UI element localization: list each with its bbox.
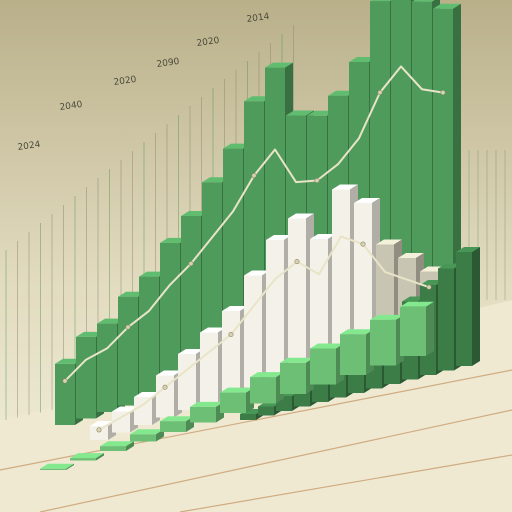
- trend-lines-layer: [62, 65, 446, 433]
- bar: [370, 314, 404, 366]
- bar: [220, 387, 254, 413]
- trend-point: [360, 241, 366, 247]
- x-tick-labels: 2024 2040 2020 2090 2020 2014: [17, 12, 270, 153]
- trend-point: [251, 173, 257, 179]
- bar: [160, 416, 194, 432]
- trend-point: [62, 378, 68, 384]
- bar: [280, 357, 314, 394]
- trend-point: [228, 332, 234, 338]
- bar: [250, 372, 284, 404]
- trend-point: [294, 259, 300, 265]
- x-tick-label: 2040: [59, 100, 83, 113]
- bar: [340, 329, 374, 375]
- bar: [456, 247, 480, 366]
- bars-layer: [40, 0, 480, 470]
- x-tick-label: 2020: [113, 75, 137, 88]
- bar: [310, 343, 344, 385]
- bar: [40, 463, 74, 470]
- bar: [190, 401, 224, 423]
- trend-point: [377, 89, 383, 95]
- trend-point: [426, 284, 432, 290]
- trend-point: [125, 324, 131, 330]
- trend-point: [96, 427, 102, 433]
- bar: [100, 441, 134, 451]
- trend-point: [440, 90, 446, 96]
- bar: [70, 453, 104, 461]
- series-4: [40, 301, 434, 470]
- x-tick-label: 2024: [17, 140, 41, 153]
- x-tick-label: 2020: [196, 36, 220, 49]
- trend-point: [188, 261, 194, 267]
- trend-line: [98, 235, 430, 431]
- trend-point: [314, 178, 320, 184]
- floor-line: [179, 454, 512, 512]
- x-tick-label: 2090: [156, 57, 180, 70]
- bar: [130, 429, 164, 442]
- bar: [400, 301, 434, 356]
- x-tick-label: 2014: [246, 12, 270, 25]
- bar: [433, 3, 461, 309]
- trend-point: [162, 384, 168, 390]
- floor-line: [39, 409, 512, 512]
